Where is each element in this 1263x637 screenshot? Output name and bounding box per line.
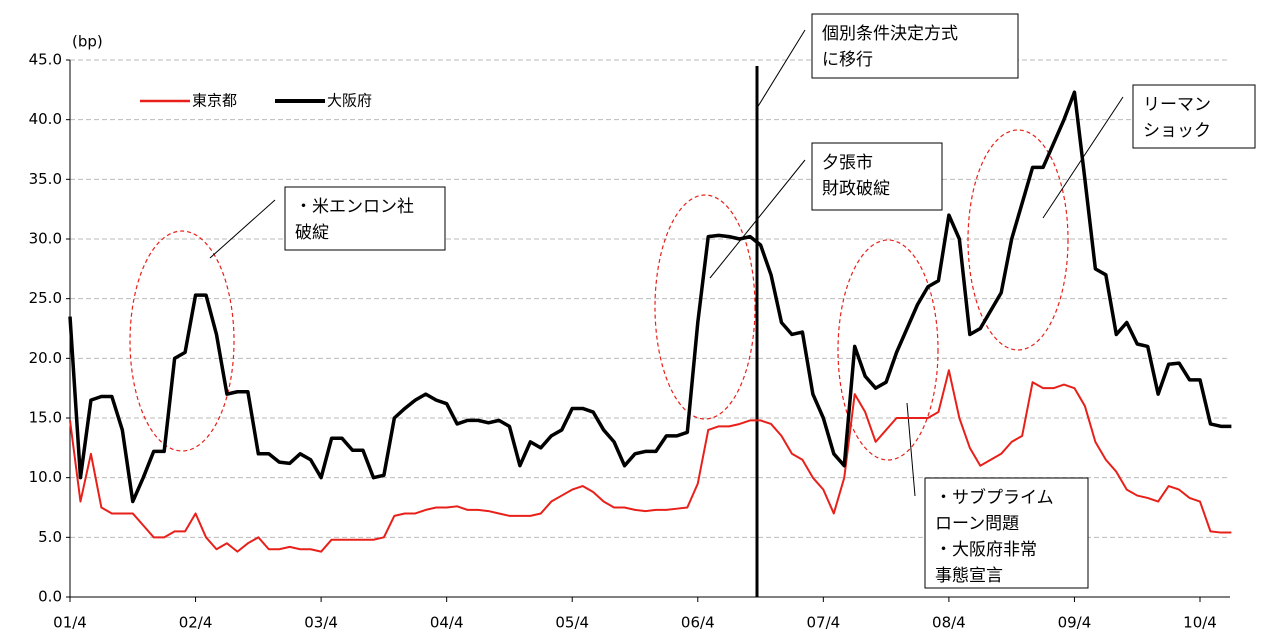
annotation-text: ローン問題 [935,514,1019,534]
annotation-text: 財政破綻 [822,179,890,199]
annotation-text: ショック [1143,121,1211,141]
x-tick-label: 04/4 [430,614,464,632]
x-tick-label: 02/4 [179,614,213,632]
ellipse [654,194,756,420]
annotation-text: ・大阪府非常 [935,540,1037,560]
y-unit: (bp) [72,33,103,51]
legend-label: 大阪府 [327,92,372,110]
highlight-ellipses [129,129,1069,461]
y-tick-label: 10.0 [29,468,62,486]
x-tick-label: 07/4 [806,614,840,632]
series-line [69,369,1232,553]
series-line [68,90,1232,504]
annotation: ・サブプライム ローン問題・大阪府非常 事態宣言 [924,477,1089,589]
y-tick-label: 0.0 [38,588,62,606]
callout-line [756,29,806,109]
x-tick-label: 08/4 [932,614,966,632]
annotation-box [284,186,446,251]
y-tick-label: 35.0 [29,170,62,188]
annotation-box [811,142,943,211]
x-tick-label: 03/4 [304,614,338,632]
y-tick-label: 30.0 [29,230,62,248]
annotation-box [811,13,1019,79]
callout-line [709,159,806,279]
ellipse [967,129,1069,351]
annotation-text: ・サブプライム [935,487,1054,508]
annotation-box [924,477,1089,589]
y-tick-label: 15.0 [29,409,62,427]
callout-line [209,199,276,259]
annotation-text: リーマン [1143,95,1211,115]
grid [70,59,1230,598]
y-tick-label: 45.0 [29,51,62,69]
x-tick-label: 09/4 [1058,614,1092,632]
callout-line [906,402,916,497]
y-tick-label: 25.0 [29,289,62,307]
annotation-text: 夕張市 [822,153,873,173]
annotation: ・米エンロン社 破綻 [284,186,446,251]
annotation-text: 破綻 [295,223,329,243]
x-tick-label: 05/4 [555,614,589,632]
x-tick-label: 01/4 [53,614,87,632]
annotation-text: 事態宣言 [935,566,1003,586]
y-tick-label: 5.0 [38,528,62,546]
legend-label: 東京都 [192,92,237,110]
x-tick-label: 10/4 [1183,614,1217,632]
ellipse [837,239,939,461]
ellipse [129,230,235,452]
annotation-text: 個別条件決定方式 [822,24,958,44]
annotation-text: ・米エンロン社 [295,197,414,217]
annotation-box [1132,84,1256,149]
y-tick-label: 20.0 [29,349,62,367]
x-tick-label: 06/4 [681,614,715,632]
y-tick-label: 40.0 [29,110,62,128]
annotation-text: に移行 [822,50,873,70]
